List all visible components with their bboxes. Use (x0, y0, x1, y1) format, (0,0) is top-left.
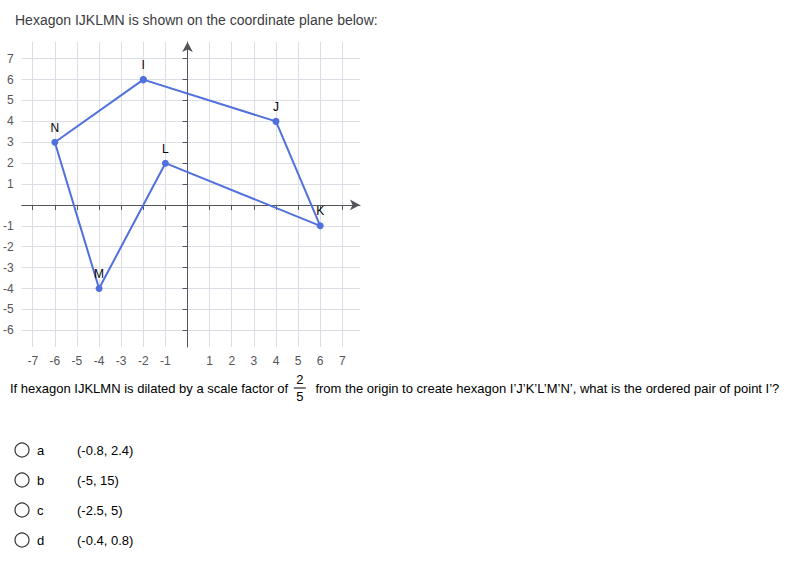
svg-text:1: 1 (7, 177, 14, 191)
svg-text:-3: -3 (3, 261, 14, 275)
svg-text:-6: -6 (50, 354, 61, 368)
svg-text:7: 7 (339, 354, 346, 368)
svg-text:3: 3 (7, 135, 14, 149)
svg-text:2: 2 (228, 354, 235, 368)
svg-text:(-2.5, 5): (-2.5, 5) (77, 503, 123, 518)
svg-text:K: K (316, 204, 324, 218)
svg-text:-4: -4 (3, 282, 14, 296)
svg-text:(-5, 15): (-5, 15) (77, 473, 119, 488)
svg-text:-4: -4 (94, 354, 105, 368)
svg-text:M: M (94, 267, 104, 281)
svg-text:5: 5 (7, 93, 14, 107)
svg-text:-3: -3 (116, 354, 127, 368)
svg-text:a: a (37, 443, 45, 458)
svg-text:3: 3 (251, 354, 258, 368)
svg-text:2: 2 (296, 372, 303, 387)
svg-text:5: 5 (296, 389, 303, 404)
svg-text:1: 1 (206, 354, 213, 368)
svg-text:-5: -5 (3, 302, 14, 316)
svg-text:(-0.8, 2.4): (-0.8, 2.4) (77, 443, 133, 458)
svg-text:6: 6 (317, 354, 324, 368)
svg-text:-5: -5 (72, 354, 83, 368)
svg-text:I: I (142, 58, 145, 72)
svg-text:If hexagon IJKLMN is dilated b: If hexagon IJKLMN is dilated by a scale … (10, 381, 292, 396)
svg-text:d: d (37, 533, 44, 548)
svg-text:4: 4 (7, 114, 14, 128)
svg-text:Hexagon IJKLMN is shown on the: Hexagon IJKLMN is shown on the coordinat… (15, 12, 378, 28)
svg-text:c: c (37, 503, 44, 518)
svg-text:4: 4 (273, 354, 280, 368)
svg-text:-1: -1 (160, 354, 171, 368)
svg-text:-2: -2 (3, 240, 14, 254)
svg-text:6: 6 (7, 73, 14, 87)
svg-text:N: N (51, 121, 60, 135)
svg-text:(-0.4, 0.8): (-0.4, 0.8) (77, 533, 133, 548)
svg-text:5: 5 (295, 354, 302, 368)
svg-text:-6: -6 (3, 323, 14, 337)
svg-text:-7: -7 (27, 354, 38, 368)
svg-text:b: b (37, 473, 44, 488)
svg-text:-2: -2 (138, 354, 149, 368)
svg-text:J: J (273, 100, 279, 114)
svg-text:-1: -1 (3, 219, 14, 233)
svg-text:from the origin to create hexa: from the origin to create hexagon I’J’K’… (312, 381, 780, 396)
svg-text:L: L (162, 142, 169, 156)
svg-text:2: 2 (7, 156, 14, 170)
svg-text:7: 7 (7, 52, 14, 66)
